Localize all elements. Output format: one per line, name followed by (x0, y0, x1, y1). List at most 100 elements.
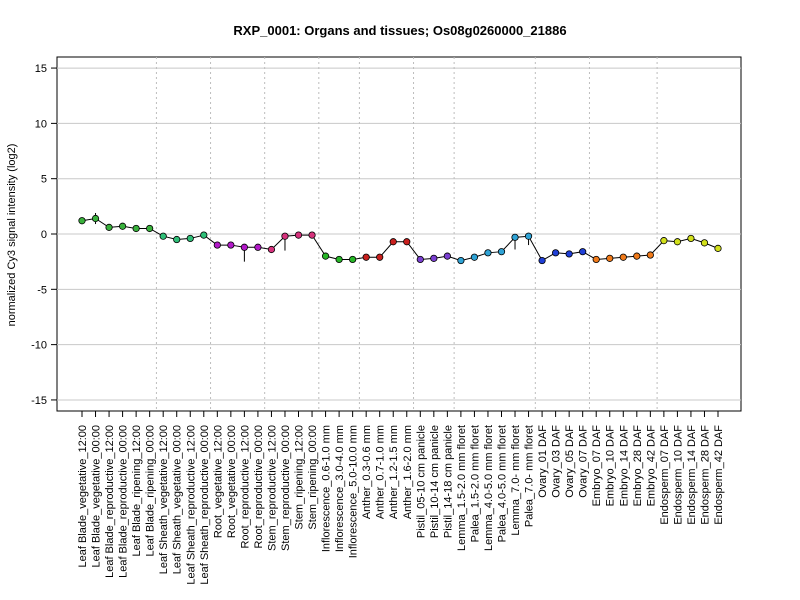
x-tick-label: Endosperm_42 DAF (713, 425, 725, 525)
data-point (213, 241, 221, 249)
data-point (673, 238, 682, 246)
data-point (267, 245, 276, 254)
data-point (200, 231, 208, 239)
data-point (281, 232, 289, 240)
data-point (91, 214, 100, 223)
data-point (430, 254, 438, 262)
x-tick-label: Stem_ripening_00:00 (307, 425, 319, 530)
data-point (335, 255, 343, 264)
x-tick-label: Lemma_1.5-2.0 mm floret (456, 425, 468, 551)
data-point (362, 253, 370, 261)
data-point (186, 234, 194, 243)
data-point (511, 233, 519, 241)
x-tick-label: Inflorescence_3.0-4.0 mm (334, 425, 346, 552)
data-point (254, 243, 262, 251)
x-tick-label: Embryo_10 DAF (605, 425, 617, 507)
x-tick-label: Endosperm_14 DAF (686, 425, 698, 525)
x-tick-label: Leaf Blade_reproductive_12:00 (104, 425, 116, 578)
x-tick-label: Palea_1.5-2.0 mm floret (469, 425, 481, 542)
x-tick-label: Leaf Sheath_vegetative_12:00 (158, 425, 170, 574)
y-axis: -15 -10 -5 0 5 10 15 (31, 63, 57, 407)
x-tick-label: Anther_1.6-2.0 mm (402, 425, 414, 519)
data-point (146, 224, 154, 233)
data-point (633, 252, 641, 260)
data-point (565, 250, 573, 258)
x-tick-label: Anther_0.7-1.0 mm (375, 425, 387, 519)
data-point (118, 222, 127, 230)
data-point (700, 239, 709, 247)
x-tick-label: Embryo_42 DAF (645, 425, 657, 507)
x-tick-label: Leaf Sheath_reproductive_12:00 (185, 425, 197, 585)
x-tick-label: Leaf Blade_vegetative_12:00 (77, 425, 89, 568)
data-point (687, 234, 695, 243)
x-tick-label: Leaf Blade_ripening_12:00 (131, 425, 143, 557)
data-point (321, 252, 330, 260)
x-tick-label: Ovary_01 DAF (537, 425, 549, 498)
x-tick-label: Pistil_10-14 cm panicle (429, 425, 441, 538)
x-tick-label: Root_vegetative_00:00 (226, 425, 238, 538)
x-tick-label: Inflorescence_5.0-10.0 mm (348, 425, 360, 558)
x-tick-label: Pistil_14-18 cm panicle (442, 425, 454, 538)
x-tick-label: Stem_ripening_12:00 (294, 425, 306, 530)
data-point (484, 249, 492, 257)
x-tick-label: Lemma_4.0-5.0 mm floret (483, 425, 495, 551)
data-point (592, 255, 600, 264)
y-tick-label: -5 (37, 284, 47, 296)
x-tick-label: Leaf Blade_reproductive_00:00 (118, 425, 130, 578)
x-tick-label: Stem_reproductive_00:00 (280, 425, 292, 551)
y-tick-label: 10 (35, 118, 47, 130)
data-point (606, 254, 614, 262)
data-point (443, 252, 451, 260)
x-tick-label: Embryo_14 DAF (618, 425, 630, 507)
x-tick-label: Root_vegetative_12:00 (212, 425, 224, 538)
grid (57, 57, 741, 411)
data-point (538, 256, 546, 265)
series (78, 212, 722, 265)
x-tick-label: Leaf Sheath_vegetative_00:00 (172, 425, 184, 574)
data-point (159, 232, 167, 240)
x-tick-label: Embryo_07 DAF (591, 425, 603, 507)
data-point (105, 223, 113, 231)
data-point (132, 224, 140, 233)
x-tick-label: Pistil_05-10 cm panicle (415, 425, 427, 538)
x-tick-label: Ovary_05 DAF (564, 425, 576, 498)
data-point (173, 235, 181, 244)
data-point (376, 253, 384, 261)
data-point (416, 255, 424, 264)
x-tick-label: Leaf Blade_ripening_00:00 (145, 425, 157, 557)
data-point (470, 253, 479, 261)
y-tick-label: 5 (41, 174, 47, 186)
data-point (308, 231, 316, 239)
x-tick-label: Ovary_07 DAF (578, 425, 590, 498)
x-tick-label: Endosperm_10 DAF (672, 425, 684, 525)
x-tick-label: Endosperm_07 DAF (659, 425, 671, 525)
x-tick-label: Stem_reproductive_12:00 (266, 425, 278, 551)
data-point (240, 243, 248, 251)
x-tick-label: Root_reproductive_00:00 (253, 425, 265, 549)
x-tick-label: Anther_0.3-0.6 mm (361, 425, 373, 519)
data-point (403, 238, 411, 246)
x-tick-label: Palea_4.0-5.0 mm floret (496, 425, 508, 542)
x-tick-label: Leaf Sheath_reproductive_00:00 (199, 425, 211, 585)
y-tick-label: 15 (35, 63, 47, 75)
x-tick-label: Endosperm_28 DAF (699, 425, 711, 525)
x-tick-label: Embryo_28 DAF (632, 425, 644, 507)
data-point (524, 232, 533, 240)
data-point (619, 253, 627, 261)
data-point (227, 241, 235, 249)
chart-title: RXP_0001: Organs and tissues; Os08g02600… (233, 23, 566, 38)
data-point (294, 231, 303, 239)
data-point (349, 255, 357, 264)
data-point (552, 249, 560, 257)
data-point (497, 248, 506, 256)
data-point (646, 251, 654, 259)
y-tick-label: -15 (31, 395, 47, 407)
y-tick-label: -10 (31, 340, 47, 352)
y-tick-label: 0 (41, 229, 47, 241)
x-tick-label: Inflorescence_0.6-1.0 mm (321, 425, 333, 552)
data-point (579, 248, 587, 256)
x-tick-label: Root_reproductive_12:00 (239, 425, 251, 549)
x-tick-label: Palea_7.0- mm floret (524, 425, 536, 527)
data-point (660, 237, 668, 245)
